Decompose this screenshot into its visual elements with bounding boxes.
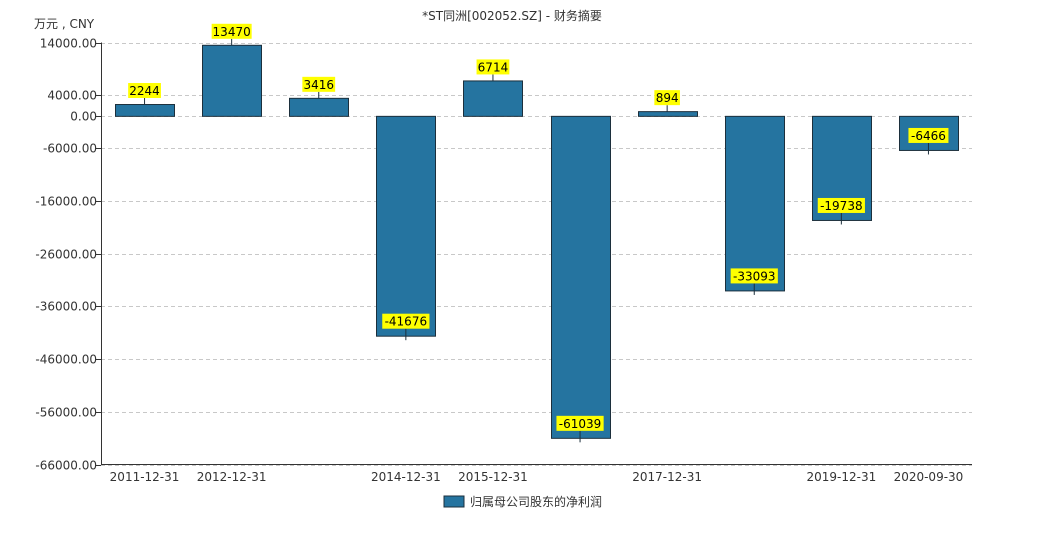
data-label-box [211,23,252,39]
bars [115,44,959,439]
bar[interactable] [551,115,611,439]
legend-label: 归属母公司股东的净利润 [470,494,602,509]
bar[interactable] [638,111,698,117]
x-tick-label: 2012-12-31 [197,470,267,484]
bar[interactable] [376,115,436,337]
y-unit-label: 万元 , CNY [34,17,95,31]
chart-title: *ST同洲[002052.SZ] - 财务摘要 [422,8,602,23]
data-label-box [654,90,680,106]
x-tick-label: 2015-12-31 [458,470,528,484]
data-label-box [908,127,949,143]
y-tick-label: -26000.00 [35,248,97,262]
data-label: 3416 [303,78,334,92]
data-label-box [556,415,604,431]
data-label: -41676 [385,315,428,329]
bar[interactable] [289,97,349,117]
data-labels: 2244 13470 3416 -41676 6714 -61039 894 -33093 -1… [128,23,949,443]
legend-swatch [443,495,465,508]
bar[interactable] [725,115,785,292]
y-tick-label: 0.00 [70,110,97,124]
y-axis-ticks: 14000.00 4000.00 0.00 -6000.00 -16000.00 -260… [35,37,101,473]
bar[interactable] [463,80,523,117]
bar[interactable] [202,44,262,117]
data-label: 6714 [478,60,509,74]
x-tick-label: 2011-12-31 [110,470,180,484]
data-label-box [730,268,778,284]
data-label: -6466 [911,129,946,143]
x-tick-label: 2020-09-30 [894,470,964,484]
y-tick-label: -16000.00 [35,195,97,209]
x-tick-label: 2019-12-31 [806,470,876,484]
bar[interactable] [115,104,175,117]
data-label: -61039 [559,417,602,431]
y-tick-label: -36000.00 [35,300,97,314]
data-label: 894 [656,91,679,105]
data-label-box [476,59,510,75]
data-label: -19738 [820,199,863,213]
x-axis-ticks: 2011-12-31 2012-12-31 2014-12-31 2015-12-31… [110,470,964,484]
y-tick-label: -6000.00 [43,142,97,156]
data-label: 2244 [129,84,160,98]
axes [101,42,972,465]
y-tick-label: 4000.00 [47,89,97,103]
legend[interactable]: 归属母公司股东的净利润 [443,494,602,509]
data-label: 13470 [213,25,251,39]
data-label-box [817,197,865,213]
y-tick-label: -56000.00 [35,406,97,420]
x-tick-label: 2017-12-31 [632,470,702,484]
grid-lines [101,43,972,466]
y-tick-label: -46000.00 [35,353,97,367]
data-label-box [382,313,430,329]
y-tick-label: 14000.00 [40,37,97,51]
y-tick-label: -66000.00 [35,459,97,473]
data-label-box [302,76,336,92]
data-label-box [128,83,161,99]
x-tick-label: 2014-12-31 [371,470,441,484]
data-label: -33093 [733,269,776,283]
